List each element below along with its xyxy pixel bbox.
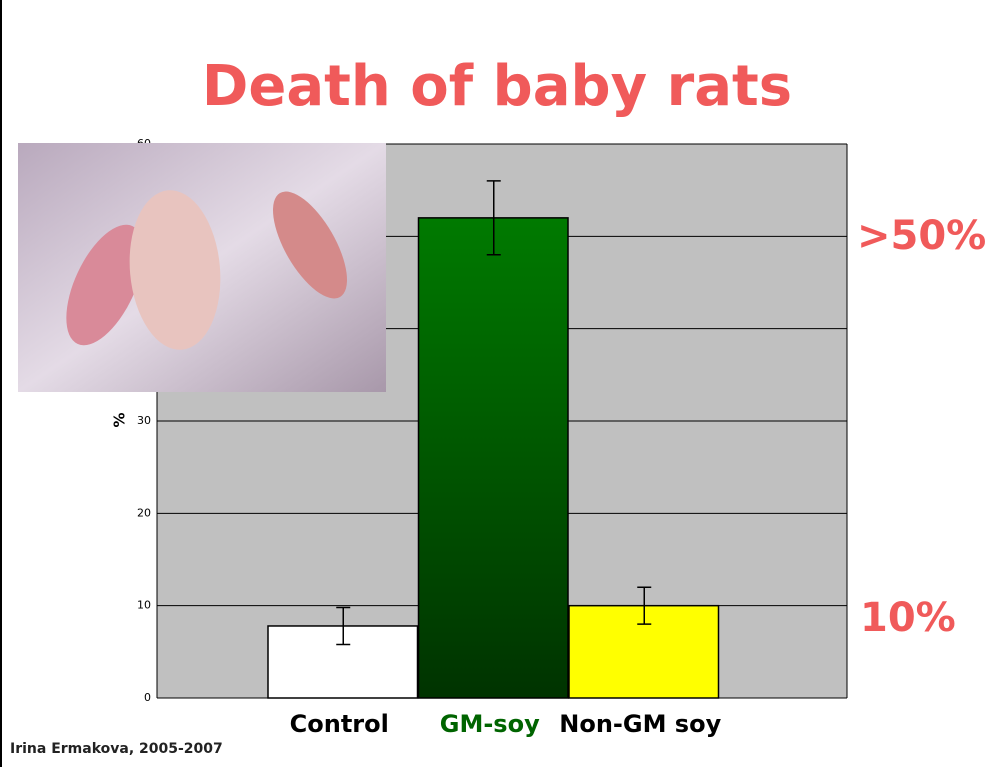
x-tick-label: GM-soy	[440, 710, 540, 738]
y-axis-label: %	[111, 412, 129, 427]
x-tick-label: Control	[290, 710, 389, 738]
rat	[129, 190, 221, 350]
y-tick-label: 30	[137, 414, 151, 427]
x-tick-label: Non-GM soy	[559, 710, 721, 738]
rat	[66, 224, 144, 346]
error-bar	[486, 180, 501, 256]
annotation: 10%	[860, 595, 956, 641]
error-bar	[637, 586, 652, 625]
photo	[18, 143, 386, 392]
y-tick-label: 20	[137, 506, 151, 519]
chart-title: Death of baby rats	[202, 54, 792, 119]
bar	[417, 217, 569, 699]
credit: Irina Ermakova, 2005-2007	[10, 741, 223, 757]
rat	[273, 191, 347, 299]
error-bar	[336, 606, 351, 646]
y-tick-label: 0	[144, 691, 151, 704]
y-tick-label: 10	[137, 599, 151, 612]
annotation: >50%	[857, 213, 986, 259]
